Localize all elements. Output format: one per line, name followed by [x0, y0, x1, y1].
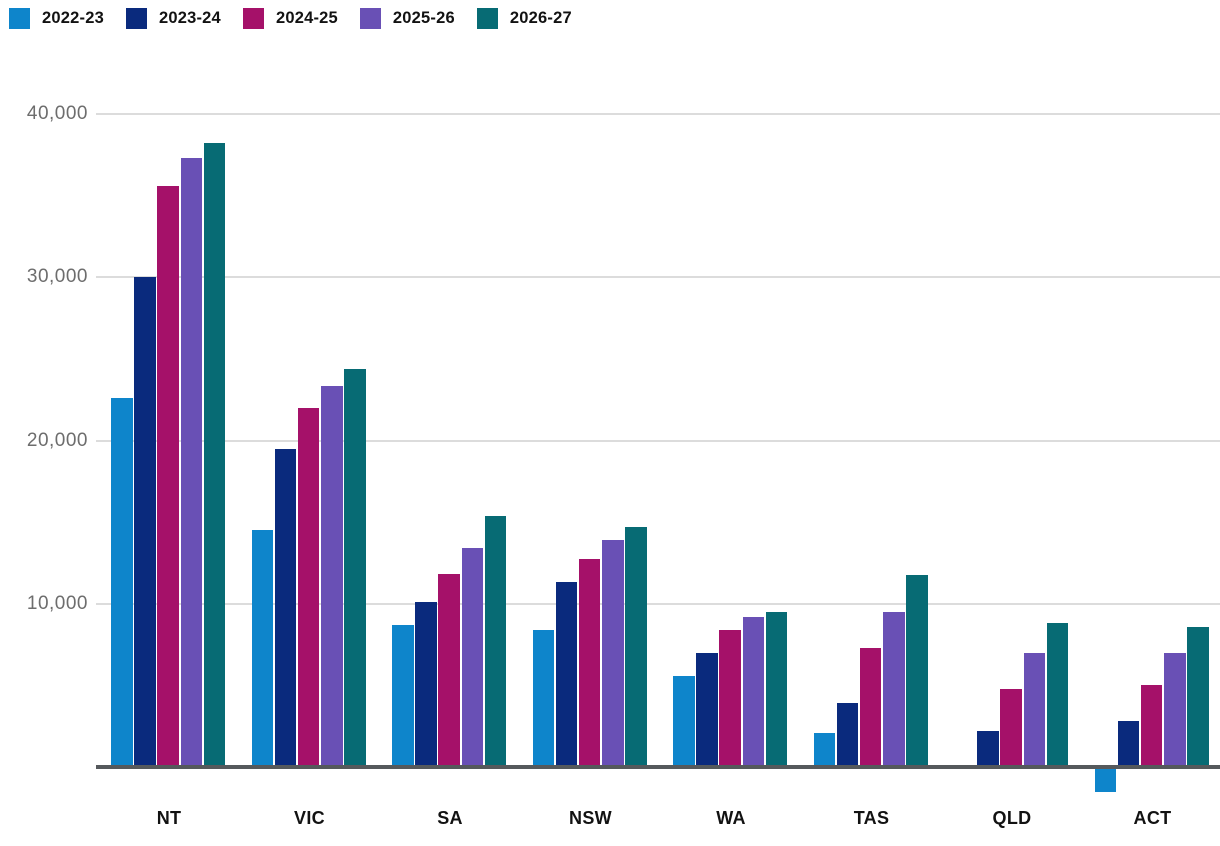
bar-QLD-2026-27 [1046, 622, 1069, 767]
legend-swatch-icon [125, 8, 147, 29]
bar-QLD-2024-25 [1000, 689, 1022, 767]
bar-VIC-2026-27 [344, 368, 366, 767]
bar-NSW-2022-23 [532, 629, 555, 767]
x-axis-tick-label-NSW: NSW [569, 808, 612, 828]
legend-swatch-icon [9, 8, 30, 29]
gridline-20000 [96, 439, 1220, 442]
bar-ACT-2025-26 [1164, 652, 1186, 767]
legend-item-2023-24: 2023-24 [125, 8, 221, 29]
x-axis-tick-label-NT: NT [156, 808, 182, 828]
legend-label: 2022-23 [42, 9, 104, 27]
bar-SA-2022-23 [392, 624, 414, 767]
bar-TAS-2025-26 [883, 611, 905, 767]
y-axis-tick-label: 40,000 [26, 103, 88, 124]
legend-swatch-icon [476, 8, 498, 29]
bar-NT-2022-23 [111, 398, 133, 767]
bar-NT-2026-27 [203, 143, 226, 767]
bar-NT-2024-25 [157, 185, 179, 767]
x-axis-tick-label-QLD: QLD [992, 808, 1032, 828]
legend-swatch-icon [242, 8, 264, 29]
x-axis-baseline [96, 765, 1220, 769]
legend-swatch-icon [359, 8, 381, 29]
bar-VIC-2024-25 [297, 407, 320, 767]
bar-WA-2022-23 [673, 675, 695, 767]
bar-NSW-2025-26 [602, 540, 624, 767]
bar-SA-2024-25 [438, 573, 460, 767]
gridline-10000 [96, 602, 1220, 605]
bar-TAS-2023-24 [836, 703, 859, 767]
bar-TAS-2026-27 [906, 575, 928, 767]
bar-NT-2023-24 [134, 277, 156, 767]
legend-item-2026-27: 2026-27 [476, 8, 572, 29]
legend-item-2022-23: 2022-23 [9, 8, 104, 29]
bar-WA-2023-24 [696, 652, 718, 767]
gridline-30000 [96, 276, 1220, 279]
bar-SA-2023-24 [415, 602, 437, 767]
legend-label: 2023-24 [158, 9, 221, 27]
x-axis-tick-label-TAS: TAS [853, 808, 890, 828]
bar-QLD-2025-26 [1023, 652, 1046, 767]
bar-WA-2026-27 [765, 611, 788, 767]
bar-NSW-2024-25 [578, 558, 601, 767]
bar-SA-2026-27 [484, 516, 507, 767]
legend-label: 2026-27 [509, 9, 572, 27]
bar-WA-2025-26 [742, 616, 765, 767]
chart-legend: 2022-23 2023-24 2024-25 2025-26 2026-27 [9, 8, 572, 29]
x-axis-tick-label-SA: SA [437, 808, 463, 828]
bar-VIC-2023-24 [274, 449, 297, 767]
bar-TAS-2024-25 [859, 647, 882, 767]
bar-VIC-2025-26 [321, 385, 343, 767]
gridline-40000 [96, 113, 1220, 115]
y-axis-tick-label: 20,000 [26, 429, 88, 451]
y-axis-tick-label: 30,000 [26, 266, 88, 288]
bar-ACT-2024-25 [1140, 685, 1163, 767]
x-axis-tick-label-WA: WA [716, 808, 746, 828]
bar-NSW-2026-27 [625, 527, 647, 767]
legend-item-2025-26: 2025-26 [359, 8, 455, 29]
bar-NSW-2023-24 [555, 581, 578, 767]
bar-NT-2025-26 [180, 158, 203, 767]
legend-label: 2025-26 [392, 9, 455, 27]
bar-SA-2025-26 [461, 548, 484, 767]
legend-label: 2024-25 [275, 9, 338, 27]
bar-QLD-2023-24 [977, 731, 999, 767]
bar-ACT-2026-27 [1187, 627, 1209, 767]
x-axis-tick-label-VIC: VIC [294, 808, 325, 828]
bar-ACT-2022-23 [1094, 767, 1117, 793]
bar-WA-2024-25 [719, 629, 741, 767]
y-axis-tick-label: 10,000 [26, 592, 88, 614]
x-axis-tick-label-ACT: ACT [1133, 808, 1172, 828]
bar-TAS-2022-23 [813, 732, 836, 767]
bar-ACT-2023-24 [1117, 721, 1140, 767]
legend-item-2024-25: 2024-25 [242, 8, 338, 29]
bar-VIC-2022-23 [251, 530, 274, 767]
